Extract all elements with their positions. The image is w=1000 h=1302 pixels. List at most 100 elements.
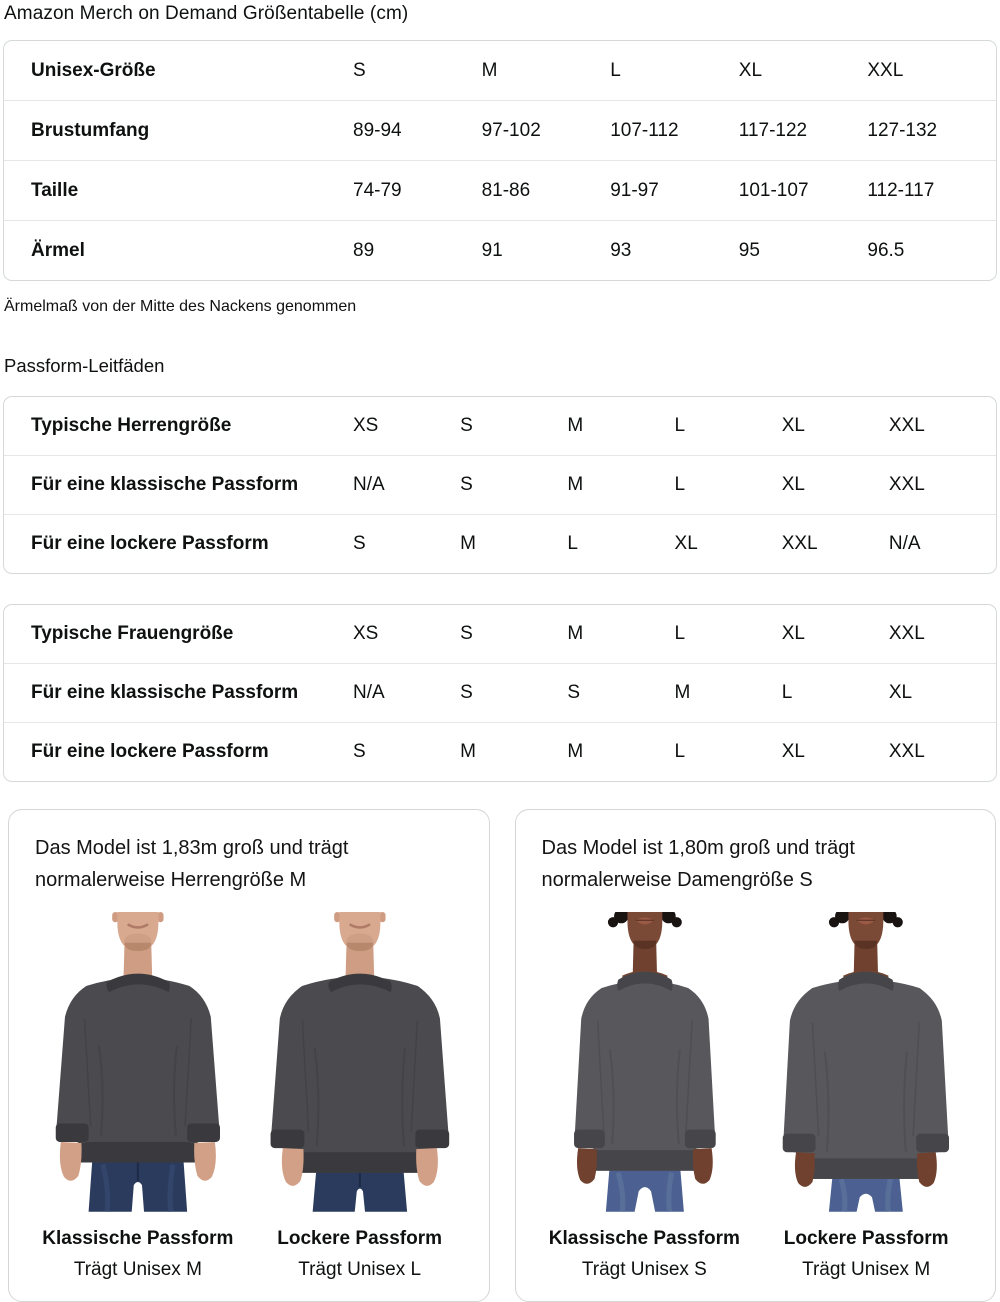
model-photo-male-loose-fit xyxy=(248,912,471,1212)
size-cell: 91-97 xyxy=(610,179,659,201)
table-row: Typische Frauengröße XS S M L XL XXL xyxy=(4,605,996,663)
model-photo-female-classic-fit xyxy=(533,912,756,1212)
table-row: Unisex-Größe S M L XL XXL xyxy=(4,41,996,100)
size-cell: 89 xyxy=(353,239,375,261)
size-cell: 107-112 xyxy=(610,119,679,141)
size-cell: XXL xyxy=(781,533,818,554)
sweatshirt-body xyxy=(802,979,931,1179)
size-cell: 89-94 xyxy=(353,119,402,141)
jeans xyxy=(605,1162,684,1212)
size-cell: M xyxy=(460,741,476,762)
row-label: Für eine lockere Passform xyxy=(31,533,269,554)
sweatshirt-body xyxy=(592,980,697,1171)
table-row: Typische Herrengröße XS S M L XL XXL xyxy=(4,397,996,455)
table-row: Brustumfang 89-94 97-102 107-112 117-122… xyxy=(4,100,996,160)
sleeve-measurement-footnote: Ärmelmaß von der Mitte des Nackens genom… xyxy=(4,298,357,315)
size-cell: M xyxy=(567,741,584,762)
size-cell: 93 xyxy=(610,239,632,261)
womens-fit-table: Typische Frauengröße XS S M L XL XXL Für… xyxy=(3,604,997,782)
caption-fit-label: Lockere Passform xyxy=(783,1227,949,1249)
size-cell: XL xyxy=(738,59,763,81)
unisex-size-table: Unisex-Größe S M L XL XXL Brustumfang 89… xyxy=(3,40,997,281)
row-label: Typische Frauengröße xyxy=(31,623,234,644)
size-cell: 95 xyxy=(738,239,760,261)
size-cell: XXL xyxy=(888,741,925,762)
row-label: Taille xyxy=(31,179,79,201)
jeans xyxy=(312,1164,407,1212)
table-row: Für eine lockere Passform S M L XL XXL N… xyxy=(4,514,996,573)
size-cell: XXL xyxy=(888,415,925,436)
size-cell: XL xyxy=(674,533,698,554)
table-row: Ärmel 89 91 93 95 96.5 xyxy=(4,220,996,280)
table-row: Taille 74-79 81-86 91-97 101-107 112-117 xyxy=(4,160,996,220)
caption-size-label: Trägt Unisex M xyxy=(73,1258,202,1280)
female-model-card: Das Model ist 1,80m groß und trägt norma… xyxy=(514,809,996,1302)
size-cell: S xyxy=(460,415,473,436)
caption-fit-label: Klassische Passform xyxy=(42,1227,234,1249)
size-cell: M xyxy=(567,415,584,436)
table-row: Für eine lockere Passform S M M L XL XXL xyxy=(4,722,996,781)
size-cell: M xyxy=(460,533,476,554)
size-cell: XL xyxy=(781,741,805,762)
size-cell: 117-122 xyxy=(738,119,808,141)
size-cell: XL xyxy=(888,682,913,703)
row-label: Typische Herrengröße xyxy=(31,415,232,436)
sweatshirt-body xyxy=(77,977,199,1163)
size-cell: S xyxy=(460,623,473,644)
model-photo-female-loose-fit xyxy=(755,912,977,1212)
figure-male-loose: Lockere Passform Trägt Unisex L xyxy=(248,912,471,1281)
mens-fit-table: Typische Herrengröße XS S M L XL XXL Für… xyxy=(3,396,997,574)
fit-guides-heading: Passform-Leitfäden xyxy=(4,355,165,376)
caption-size-label: Trägt Unisex M xyxy=(802,1258,931,1280)
size-cell: L xyxy=(674,474,686,495)
row-label: Ärmel xyxy=(31,239,85,261)
size-cell: XXL xyxy=(867,59,904,81)
size-cell: L xyxy=(610,59,621,81)
size-cell: N/A xyxy=(888,533,921,554)
size-cell: M xyxy=(481,59,498,81)
caption-fit-label: Lockere Passform xyxy=(277,1227,442,1249)
sweatshirt-body xyxy=(290,976,430,1173)
size-cell: XXL xyxy=(888,474,925,495)
size-cell: 101-107 xyxy=(738,179,809,201)
page-title: Amazon Merch on Demand Größentabelle (cm… xyxy=(4,3,409,24)
size-cell: 81-86 xyxy=(481,179,531,201)
size-cell: S xyxy=(353,741,366,762)
size-cell: L xyxy=(567,533,578,554)
size-cell: 96.5 xyxy=(867,239,905,261)
size-cell: M xyxy=(567,474,584,495)
size-cell: 112-117 xyxy=(867,179,935,201)
card-description: Das Model ist 1,80m groß und trägt norma… xyxy=(541,837,855,891)
model-cards: Das Model ist 1,83m groß und trägt norma… xyxy=(8,809,996,1302)
row-label: Für eine lockere Passform xyxy=(31,741,269,762)
size-cell: 91 xyxy=(481,239,503,261)
size-cell: S xyxy=(353,59,366,81)
row-label: Für eine klassische Passform xyxy=(31,682,299,703)
caption-size-label: Trägt Unisex L xyxy=(298,1258,422,1280)
size-cell: XL xyxy=(781,474,805,495)
male-model-card: Das Model ist 1,83m groß und trägt norma… xyxy=(8,809,490,1302)
size-cell: S xyxy=(353,533,366,554)
card-description: Das Model ist 1,83m groß und trägt norma… xyxy=(35,837,349,891)
figure-female-classic: Klassische Passform Trägt Unisex S xyxy=(533,912,756,1281)
size-cell: XS xyxy=(353,415,379,436)
table-row: Für eine klassische Passform N/A S M L X… xyxy=(4,455,996,514)
size-cell: XL xyxy=(781,415,805,436)
figure-male-classic: Klassische Passform Trägt Unisex M xyxy=(27,912,249,1281)
figures-row: Klassische Passform Trägt Unisex S xyxy=(533,912,978,1281)
size-cell: L xyxy=(781,682,793,703)
row-label: Für eine klassische Passform xyxy=(31,474,299,495)
figures-row: Klassische Passform Trägt Unisex M xyxy=(27,912,471,1281)
size-cell: XS xyxy=(353,623,379,644)
caption-fit-label: Klassische Passform xyxy=(548,1227,740,1249)
size-cell: N/A xyxy=(353,682,385,703)
size-cell: N/A xyxy=(353,474,385,495)
size-cell: L xyxy=(674,623,686,644)
model-photo-male-classic-fit xyxy=(27,912,249,1212)
figure-female-loose: Lockere Passform Trägt Unisex M xyxy=(755,912,977,1281)
size-cell: S xyxy=(460,682,473,703)
size-cell: XL xyxy=(781,623,805,644)
size-cell: S xyxy=(567,682,581,703)
size-cell: L xyxy=(674,415,686,436)
size-cell: M xyxy=(567,623,584,644)
